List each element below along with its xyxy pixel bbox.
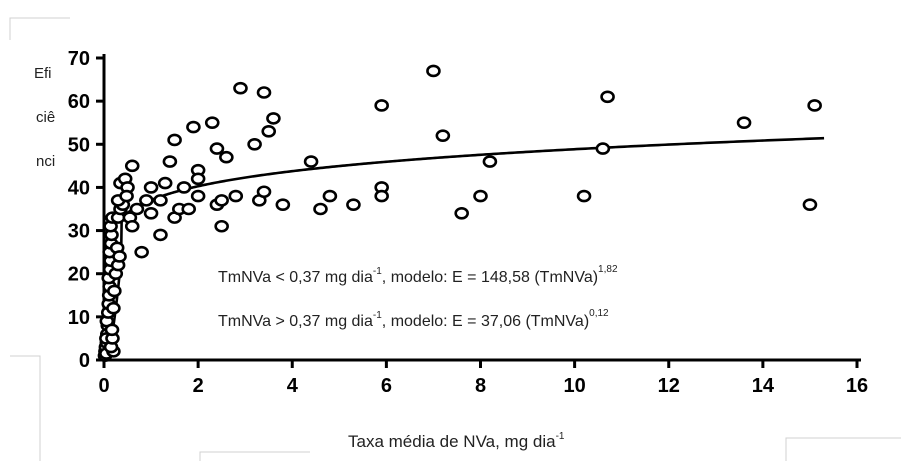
annotation-low-main: TmNVa < 0,37 mg dia <box>218 269 373 286</box>
data-point <box>374 99 389 112</box>
points-layer <box>97 64 822 362</box>
data-point <box>167 133 182 147</box>
x-axis-label-main: Taxa média de NVa, mg dia <box>348 432 556 451</box>
data-point <box>346 198 361 211</box>
data-point <box>214 194 229 207</box>
y-tick-label: 60 <box>68 91 90 113</box>
y-tick-label: 40 <box>68 177 90 199</box>
x-tick-label: 6 <box>381 375 392 397</box>
data-point <box>112 250 127 263</box>
x-axis-label-sup: -1 <box>556 431 565 442</box>
data-point <box>106 301 121 315</box>
data-point <box>322 189 338 203</box>
data-point <box>435 129 451 142</box>
data-point <box>247 137 262 151</box>
data-point <box>153 228 168 242</box>
annotation-model-high: TmNVa > 0,37 mg dia-1, modelo: E = 37,06… <box>218 308 609 330</box>
data-point <box>153 194 168 207</box>
frame-bottom-right <box>785 437 901 461</box>
data-point <box>157 176 173 190</box>
data-point <box>807 99 822 112</box>
data-point <box>802 198 818 211</box>
x-tick-label: 4 <box>287 375 299 397</box>
data-point <box>576 189 592 203</box>
annotation-high-sup2: 0,12 <box>589 308 609 319</box>
frame-bottom-mid <box>199 451 310 461</box>
axes: 0 10 20 30 40 50 60 70 0 2 4 6 8 10 12 14 16 <box>68 48 868 397</box>
data-point <box>186 120 201 134</box>
frame-left-bottom <box>10 355 41 461</box>
data-point <box>214 219 229 233</box>
data-point <box>261 125 277 138</box>
annotation-low-sup1: -1 <box>373 266 382 277</box>
data-point <box>129 202 145 216</box>
data-point <box>228 189 244 203</box>
x-axis-label: Taxa média de NVa, mg dia-1 <box>348 431 565 451</box>
data-point <box>124 159 140 173</box>
data-point <box>266 112 281 125</box>
annotation-high-main: TmNVa > 0,37 mg dia <box>218 313 373 330</box>
data-point <box>473 189 488 203</box>
y-label-fragment-2: ciê <box>36 109 55 126</box>
data-point <box>190 172 206 186</box>
y-tick-label: 0 <box>79 350 90 372</box>
annotation-low-sup2: 1,82 <box>598 264 618 275</box>
annotation-high-mid: , modelo: E = 37,06 (TmNVa) <box>382 313 589 330</box>
data-point <box>139 194 154 207</box>
annotation-model-low: TmNVa < 0,37 mg dia-1, modelo: E = 148,5… <box>218 264 618 286</box>
data-point <box>374 189 389 203</box>
data-point <box>162 155 178 168</box>
data-point <box>303 155 319 168</box>
data-point <box>176 181 192 194</box>
data-point <box>181 202 197 216</box>
data-point <box>233 81 248 95</box>
data-point <box>275 198 291 211</box>
data-point <box>219 150 234 164</box>
y-label-fragment-3: nci <box>36 153 55 170</box>
x-tick-label: 16 <box>846 375 868 397</box>
data-point <box>256 185 272 199</box>
data-point <box>124 219 140 233</box>
data-point <box>190 189 206 203</box>
x-tick-label: 12 <box>658 375 680 397</box>
data-point <box>482 155 498 168</box>
y-tick-label: 70 <box>68 48 90 70</box>
data-point <box>426 64 441 78</box>
data-point <box>600 90 615 104</box>
data-point <box>104 323 120 337</box>
y-tick-label: 30 <box>68 221 90 243</box>
data-point <box>736 116 752 130</box>
annotation-high-sup1: -1 <box>373 310 382 321</box>
y-tick-label: 10 <box>68 307 90 329</box>
data-point <box>256 86 272 99</box>
data-point <box>454 207 469 220</box>
data-point <box>143 207 159 220</box>
frame-top-left <box>9 17 70 40</box>
data-point <box>107 284 122 298</box>
data-point <box>595 142 611 155</box>
x-tick-label: 0 <box>98 375 109 397</box>
x-tick-label: 10 <box>564 375 586 397</box>
data-point <box>209 142 225 155</box>
y-tick-label: 20 <box>68 264 90 286</box>
data-point <box>119 189 134 203</box>
data-point <box>143 181 159 194</box>
data-point <box>204 116 220 130</box>
frame-fragments <box>9 17 901 461</box>
annotation-low-mid: , modelo: E = 148,58 (TmNVa) <box>382 269 598 286</box>
y-tick-label: 50 <box>68 134 90 156</box>
labels-layer: Efi ciê nci Taxa média de NVa, mg dia-1 … <box>34 65 618 451</box>
data-point <box>313 202 328 216</box>
x-tick-label: 2 <box>193 375 204 397</box>
data-point <box>134 245 149 259</box>
x-tick-label: 8 <box>475 375 486 397</box>
y-label-fragment-1: Efi <box>34 65 52 82</box>
x-tick-label: 14 <box>752 375 775 397</box>
